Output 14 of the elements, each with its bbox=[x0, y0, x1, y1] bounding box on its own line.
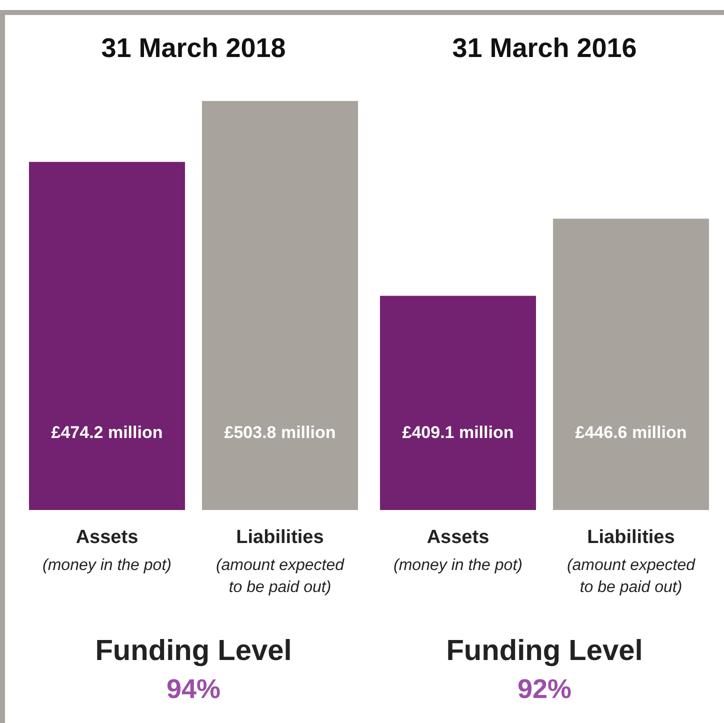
text: 92% bbox=[517, 674, 572, 704]
text: 94% bbox=[166, 674, 221, 704]
text: Funding Level bbox=[446, 635, 643, 667]
x-tick-label: Liabilities (amount expected to be paid out) bbox=[566, 527, 696, 596]
text: 31 March 2018 bbox=[101, 33, 286, 63]
x-tick-label: Assets (money in the pot) bbox=[394, 527, 522, 574]
data-label: £409.1 million bbox=[402, 423, 514, 442]
data-label: £446.6 million bbox=[575, 423, 687, 442]
text: 31 March 2016 bbox=[452, 33, 637, 63]
x-tick-label: Assets (money in the pot) bbox=[42, 527, 172, 574]
text: Funding Level bbox=[95, 635, 292, 667]
data-label: £503.8 million bbox=[224, 423, 336, 442]
x-tick-label: Liabilities (amount expected to be paid out) bbox=[216, 527, 346, 596]
data-label: £474.2 million bbox=[51, 423, 163, 442]
